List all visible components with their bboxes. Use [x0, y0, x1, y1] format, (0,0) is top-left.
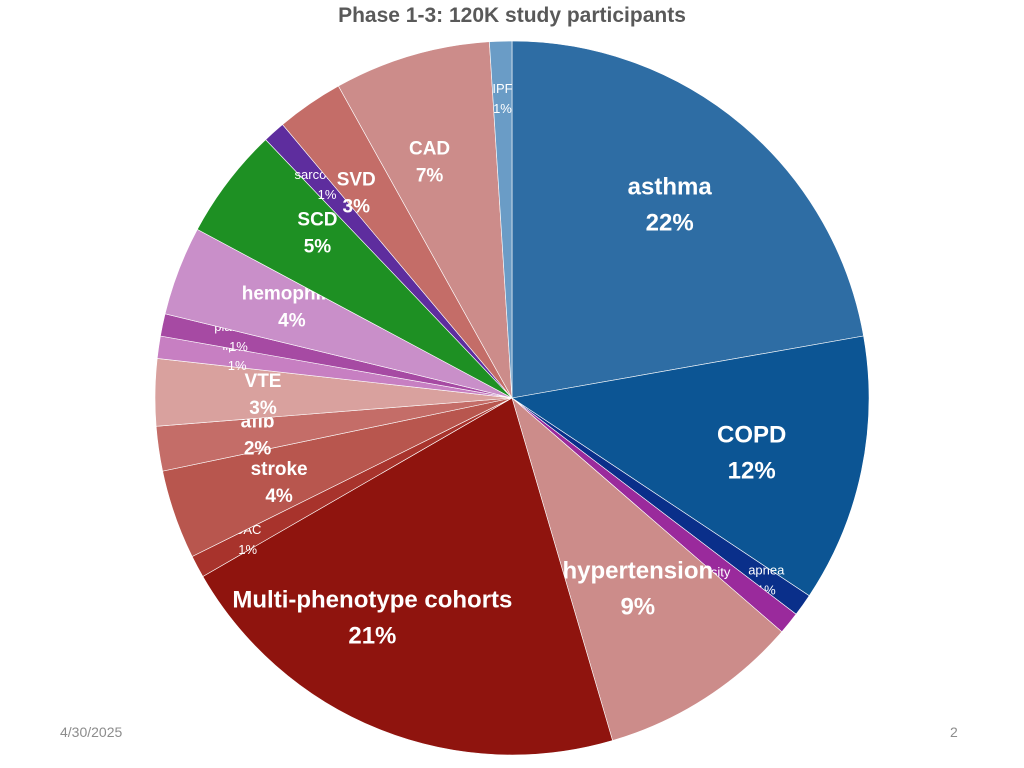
slice-percent-label: 7% — [416, 166, 444, 187]
slice-label: CAD — [409, 139, 450, 160]
slice-label-group: IPF 1% — [492, 81, 512, 116]
slice-percent-label: 1% — [228, 358, 247, 373]
slice-percent-label: 3% — [343, 196, 371, 217]
slice-label: COPD — [717, 421, 786, 448]
pie-slice-copd — [511, 335, 870, 597]
slice-label: SVD — [337, 169, 376, 190]
slice-percent-label: 21% — [348, 622, 396, 649]
pie-slice-asthma — [511, 40, 864, 399]
slice-percent-label: 5% — [304, 236, 332, 257]
slice-percent-label: 9% — [620, 594, 655, 621]
slice-percent-label: 3% — [249, 398, 277, 419]
slice-percent-label: 1% — [318, 187, 337, 202]
slice-percent-label: 1% — [238, 542, 257, 557]
chart-title: Phase 1-3: 120K study participants — [338, 4, 686, 27]
slice-label: asthma — [628, 173, 713, 200]
slice-label-group: SVD 3% — [337, 169, 376, 217]
slice-label: VTE — [245, 371, 282, 392]
pie-slice-multi-phenotype-cohorts — [202, 397, 613, 756]
slice-label-group: CAD 7% — [409, 139, 450, 187]
slice-label-group: SCD 5% — [297, 209, 337, 257]
slice-label: apnea — [748, 562, 785, 577]
pie-slice-cad — [338, 41, 513, 399]
slice-percent-label: 1% — [229, 339, 248, 354]
slice-label-group: asthma 22% — [628, 173, 713, 236]
slide-page-number: 2 — [950, 724, 958, 740]
slice-percent-label: 1% — [493, 101, 512, 116]
slice-label: stroke — [251, 459, 308, 480]
slice-label: Multi-phenotype cohorts — [232, 586, 512, 613]
slice-percent-label: 12% — [728, 457, 776, 484]
slice-percent-label: 4% — [278, 310, 306, 331]
slice-label: SCD — [297, 209, 337, 230]
slice-label: IPF — [492, 81, 512, 96]
slice-label: hypertension — [562, 558, 713, 585]
slice-label-group: VTE 3% — [245, 371, 282, 419]
slice-percent-label: 4% — [265, 486, 293, 507]
slice-label-group: COPD 12% — [717, 421, 786, 484]
slide-date: 4/30/2025 — [60, 724, 123, 740]
slice-label-group: stroke 4% — [251, 459, 308, 507]
slice-label-group: hypertension 9% — [562, 558, 713, 621]
pie-slice-hypertension — [511, 397, 783, 741]
slice-percent-label: 2% — [244, 439, 272, 460]
slice-percent-label: 22% — [646, 209, 694, 236]
slice-label-group: Multi-phenotype cohorts 21% — [232, 586, 512, 649]
pie-slice-ipf — [489, 40, 513, 399]
